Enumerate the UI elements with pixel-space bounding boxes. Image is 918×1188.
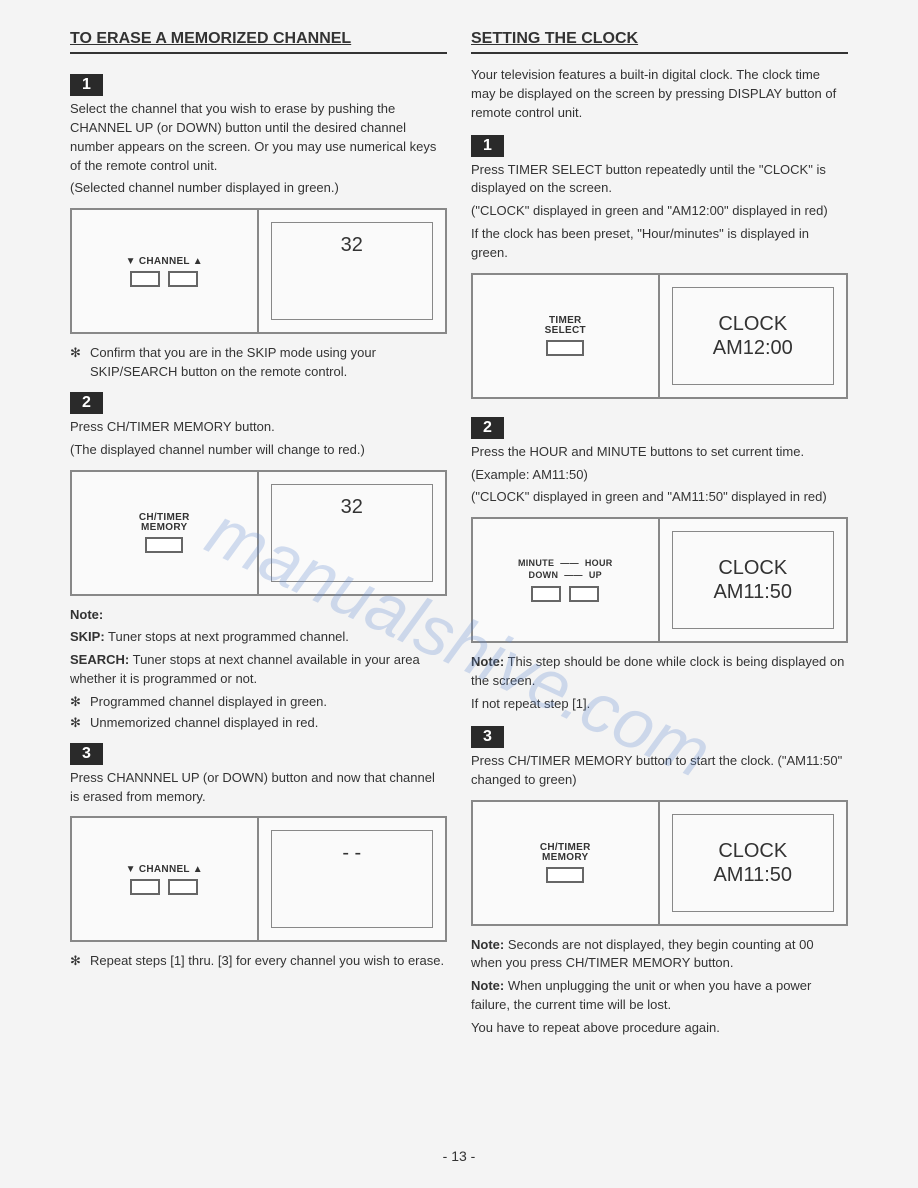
right-step3-diagram: CH/TIMER MEMORY CLOCK AM11:50 [471,800,848,926]
channel-label-3: ▼ CHANNEL ▲ [126,864,203,875]
bullet-green: ✻Programmed channel displayed in green. [70,693,447,712]
screen-display-2: 32 [271,484,433,582]
asterisk-icon: ✻ [70,693,90,712]
left-step1-badge: 1 [70,74,103,96]
page-number: - 13 - [443,1148,476,1164]
timer-btn [546,340,584,356]
page-columns: TO ERASE A MEMORIZED CHANNEL 1 Select th… [70,30,848,1042]
right-step2-text2: (Example: AM11:50) [471,466,848,485]
left-step1-text1: Select the channel that you wish to eras… [70,100,447,175]
right-step3-badge: 3 [471,726,504,748]
asterisk-icon: ✻ [70,952,90,971]
note-heading: Note: [70,606,447,625]
channel-number: 32 [341,233,363,257]
skip-line: SKIP: Tuner stops at next programmed cha… [70,628,447,647]
channel-up-btn [168,271,198,287]
right-step3-text1: Press CH/TIMER MEMORY button to start th… [471,752,848,790]
clock-display-1: CLOCK AM12:00 [672,287,834,385]
asterisk-icon: ✻ [70,714,90,733]
clock-heading: SETTING THE CLOCK [471,30,848,54]
channel-down-btn-3 [130,879,160,895]
channel-up-btn-3 [168,879,198,895]
memory-label-r: CH/TIMER MEMORY [540,843,591,863]
left-column: TO ERASE A MEMORIZED CHANNEL 1 Select th… [70,30,447,1042]
memory-btn-r [546,867,584,883]
hm-bot-row: DOWN——UP [473,570,658,580]
search-line: SEARCH: Tuner stops at next channel avai… [70,651,447,689]
timer-panel: TIMER SELECT [473,275,660,397]
memory-panel-r: CH/TIMER MEMORY [473,802,660,924]
right-step1-text1: Press TIMER SELECT button repeatedly unt… [471,161,848,199]
memory-panel: CH/TIMER MEMORY [72,472,259,594]
right-column: SETTING THE CLOCK Your television featur… [471,30,848,1042]
timer-label: TIMER SELECT [545,316,586,336]
right-step1-text3: If the clock has been preset, "Hour/minu… [471,225,848,263]
clock-display-3: CLOCK AM11:50 [672,814,834,912]
timer-btn-row [546,340,584,356]
left-step1-bullet: ✻ Confirm that you are in the SKIP mode … [70,344,447,382]
left-step3-badge: 3 [70,743,103,765]
channel-buttons [130,271,198,287]
right-step2-diagram: MINUTE——HOUR DOWN——UP CLOCK AM11:50 [471,517,848,643]
memory-btn-row [145,537,183,553]
channel-panel-3: ▼ CHANNEL ▲ [72,818,259,940]
left-step2-text2: (The displayed channel number will chang… [70,441,447,460]
minute-down-btn [531,586,561,602]
hm-top-row: MINUTE——HOUR [473,558,658,568]
memory-btn [145,537,183,553]
channel-btns-3 [130,879,198,895]
clock-display-2: CLOCK AM11:50 [672,531,834,629]
bullet-red: ✻Unmemorized channel displayed in red. [70,714,447,733]
screen-display: 32 [271,222,433,320]
channel-down-btn [130,271,160,287]
right-note3: You have to repeat above procedure again… [471,1019,848,1038]
memory-label: CH/TIMER MEMORY [139,513,190,533]
left-step3-diagram: ▼ CHANNEL ▲ - - [70,816,447,942]
channel-label: ▼ CHANNEL ▲ [126,256,203,267]
right-step1-badge: 1 [471,135,504,157]
clock-intro: Your television features a built-in digi… [471,66,848,123]
erase-heading: TO ERASE A MEMORIZED CHANNEL [70,30,447,54]
right-step2-badge: 2 [471,417,504,439]
hour-minute-panel: MINUTE——HOUR DOWN——UP [473,519,660,641]
diagram-channel-panel: ▼ CHANNEL ▲ [72,210,259,332]
right-step1-text2: ("CLOCK" displayed in green and "AM12:00… [471,202,848,221]
channel-number-2: 32 [341,495,363,519]
right-step2-text3: ("CLOCK" displayed in green and "AM11:50… [471,488,848,507]
left-step1-diagram: ▼ CHANNEL ▲ 32 [70,208,447,334]
bullet-text: Confirm that you are in the SKIP mode us… [90,344,447,382]
left-step2-diagram: CH/TIMER MEMORY 32 [70,470,447,596]
right-step2-note: Note: This step should be done while clo… [471,653,848,691]
channel-number-3: - - [342,841,361,865]
right-note2: Note: When unplugging the unit or when y… [471,977,848,1015]
asterisk-icon: ✻ [70,344,90,382]
memory-btn-row-r [546,867,584,883]
left-step2-badge: 2 [70,392,103,414]
left-step3-bullet: ✻ Repeat steps [1] thru. [3] for every c… [70,952,447,971]
left-step2-text1: Press CH/TIMER MEMORY button. [70,418,447,437]
right-step1-diagram: TIMER SELECT CLOCK AM12:00 [471,273,848,399]
right-note1: Note: Seconds are not displayed, they be… [471,936,848,974]
hm-btns [531,586,599,602]
right-step2-note2: If not repeat step [1]. [471,695,848,714]
hour-up-btn [569,586,599,602]
left-step3-text1: Press CHANNNEL UP (or DOWN) button and n… [70,769,447,807]
right-step2-text1: Press the HOUR and MINUTE buttons to set… [471,443,848,462]
left-step1-text2: (Selected channel number displayed in gr… [70,179,447,198]
screen-display-3: - - [271,830,433,928]
